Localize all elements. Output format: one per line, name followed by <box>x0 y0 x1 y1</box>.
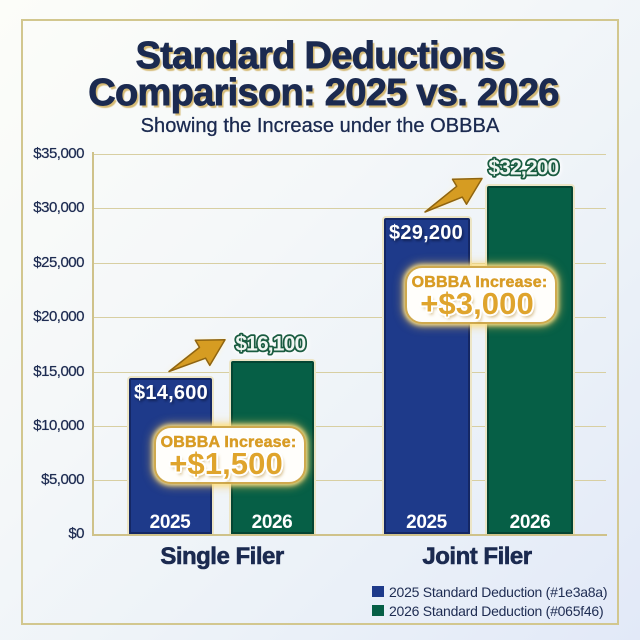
svg-text:$32,200: $32,200 <box>488 156 558 179</box>
svg-text:$16,100: $16,100 <box>235 332 305 355</box>
